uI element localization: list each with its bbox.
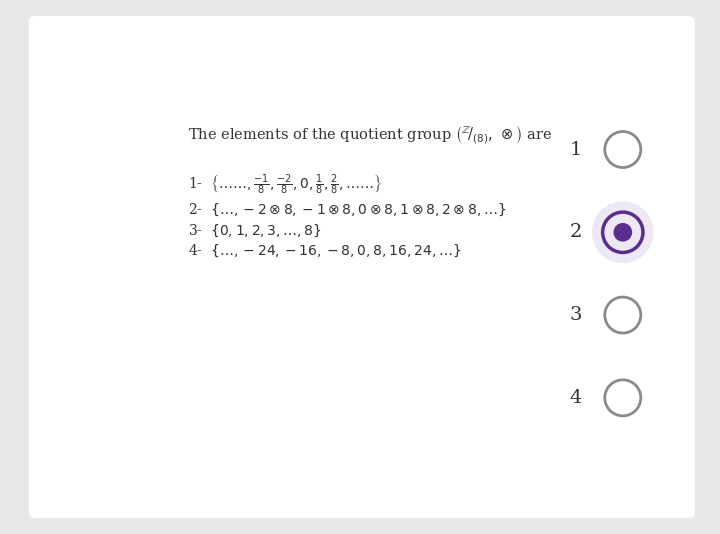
Text: 1: 1 [570, 140, 582, 159]
Text: 2: 2 [570, 223, 582, 241]
Text: 4: 4 [570, 389, 582, 407]
Text: 2-  $\{\ldots,-2\otimes8,-1\otimes8,0\otimes8,1\otimes8,2\otimes8,\ldots\}$: 2- $\{\ldots,-2\otimes8,-1\otimes8,0\oti… [188, 202, 506, 218]
Text: 1-  $\left\{\ldots\ldots,\frac{-1}{8},\frac{-2}{8},0,\frac{1}{8},\frac{2}{8},\ld: 1- $\left\{\ldots\ldots,\frac{-1}{8},\fr… [188, 173, 382, 198]
Text: The elements of the quotient group $\left({}^{\mathbb{Z}}\!/_{(8)},\,\otimes\rig: The elements of the quotient group $\lef… [188, 124, 552, 145]
Text: 3-  $\{0,1,2,3,\ldots,8\}$: 3- $\{0,1,2,3,\ldots,8\}$ [188, 222, 322, 239]
Text: 4-  $\{\ldots,-24,-16,-8,0,8,16,24,\ldots\}$: 4- $\{\ldots,-24,-16,-8,0,8,16,24,\ldots… [188, 243, 461, 259]
Text: 3: 3 [570, 306, 582, 324]
